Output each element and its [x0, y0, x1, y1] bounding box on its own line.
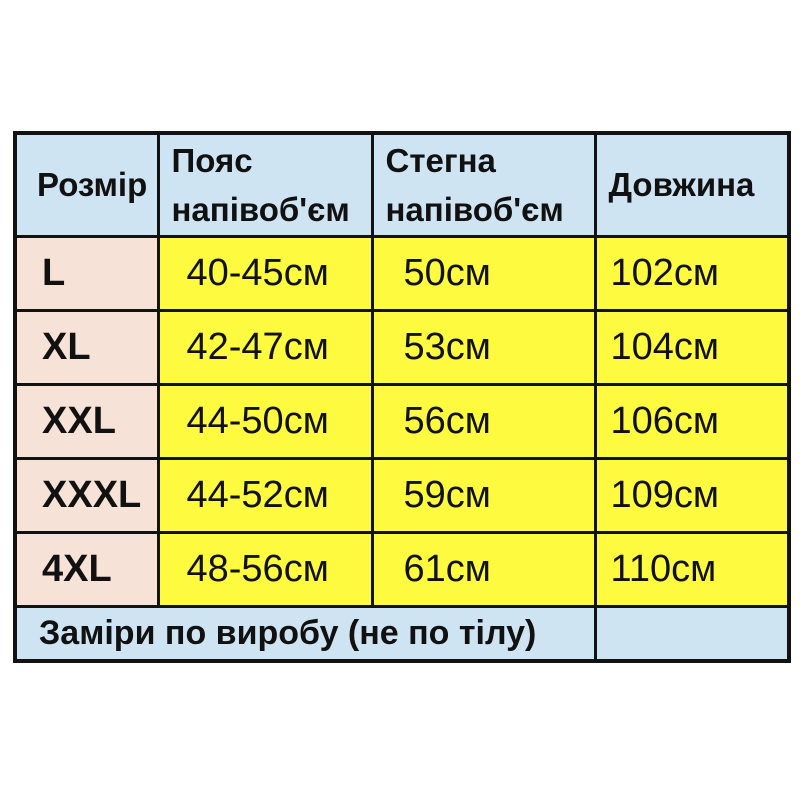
size-table: Розмір Пояс напівоб'єм Стегна напівоб'єм…	[13, 131, 791, 663]
hips-value: 59см	[370, 457, 597, 534]
length-value: 106см	[593, 383, 791, 460]
table-row: L 40-45см 50см 102см	[13, 235, 791, 312]
hips-value: 50см	[370, 235, 597, 312]
size-label: XXL	[13, 383, 160, 460]
waist-value: 40-45см	[156, 235, 374, 312]
waist-value: 42-47см	[156, 309, 374, 386]
footer-note: Заміри по виробу (не по тілу)	[13, 605, 597, 662]
length-value: 104см	[593, 309, 791, 386]
hips-value: 61см	[370, 531, 597, 608]
table-row: XXXL 44-52см 59см 109см	[13, 457, 791, 534]
header-size: Розмір	[13, 131, 160, 238]
size-label: XXXL	[13, 457, 160, 534]
length-value: 109см	[593, 457, 791, 534]
waist-value: 48-56см	[156, 531, 374, 608]
size-label: L	[13, 235, 160, 312]
hips-value: 53см	[370, 309, 597, 386]
waist-value: 44-52см	[156, 457, 374, 534]
size-label: XL	[13, 309, 160, 386]
header-hips: Стегна напівоб'єм	[370, 131, 597, 238]
hips-value: 56см	[370, 383, 597, 460]
waist-value: 44-50см	[156, 383, 374, 460]
table-row: XXL 44-50см 56см 106см	[13, 383, 791, 460]
table-row: 4XL 48-56см 61см 110см	[13, 531, 791, 608]
footer-empty-cell	[593, 605, 791, 662]
size-label: 4XL	[13, 531, 160, 608]
table-header-row: Розмір Пояс напівоб'єм Стегна напівоб'єм…	[13, 131, 791, 238]
table-footer-row: Заміри по виробу (не по тілу)	[13, 605, 791, 662]
header-waist: Пояс напівоб'єм	[156, 131, 374, 238]
size-chart: Розмір Пояс напівоб'єм Стегна напівоб'єм…	[13, 131, 791, 663]
length-value: 110см	[593, 531, 791, 608]
table-row: XL 42-47см 53см 104см	[13, 309, 791, 386]
header-length: Довжина	[593, 131, 791, 238]
length-value: 102см	[593, 235, 791, 312]
